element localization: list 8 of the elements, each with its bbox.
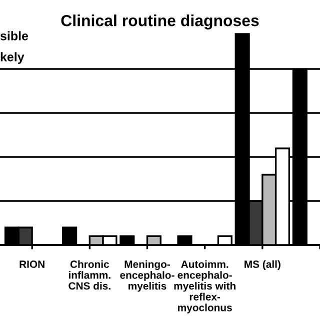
chart-title: Clinical routine diagnoses: [61, 14, 259, 30]
x-tick-label: RION: [20, 260, 44, 268]
annotation: sible: [0, 31, 28, 40]
x-tick-label: Meningo- encephalo- myelitis: [120, 260, 174, 292]
x-tick-label: MS (all): [244, 260, 280, 270]
x-tick-label: Chronic inflamm. CNS dis.: [68, 260, 110, 290]
annotation: kely: [0, 52, 24, 64]
x-tick-label: Autoimm. encephalo- myelitis with reflex- myoclonus: [174, 260, 236, 314]
